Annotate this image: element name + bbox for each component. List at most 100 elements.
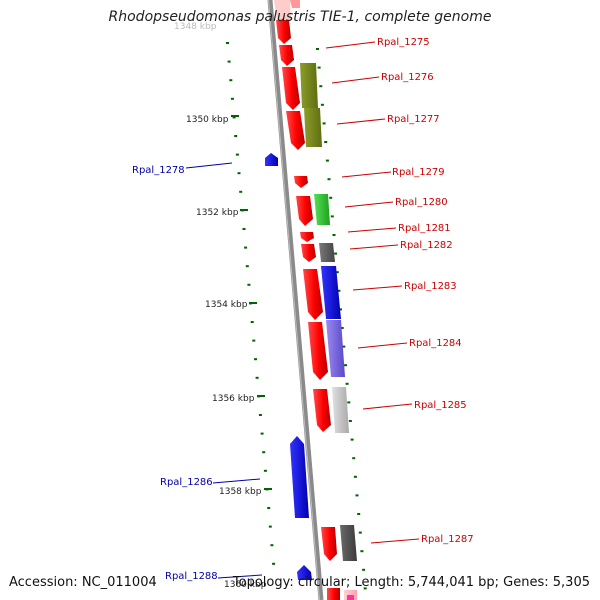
gene-rpal-1280[interactable] bbox=[296, 194, 330, 226]
gene-label-rpal-1278[interactable]: Rpal_1278 bbox=[132, 165, 185, 176]
gene-label-lines bbox=[185, 41, 420, 579]
gene-labels: Rpal_1275 Rpal_1276 Rpal_1277 Rpal_1278 … bbox=[132, 37, 474, 582]
gene-rpal-1275[interactable] bbox=[276, 20, 294, 66]
ruler-tick bbox=[324, 141, 328, 143]
ruler-tick bbox=[242, 228, 246, 230]
gene-label-rpal-1286[interactable]: Rpal_1286 bbox=[160, 477, 213, 488]
gene-arrow bbox=[279, 45, 294, 66]
ruler-tick bbox=[262, 451, 266, 454]
topology-text: Topology: circular; Length: 5,744,041 bp… bbox=[232, 575, 590, 590]
gene-arrow bbox=[308, 322, 328, 380]
genome-backbone-highlight bbox=[268, 0, 320, 600]
gene-arrow-secondary bbox=[300, 63, 318, 108]
ruler-labels: 1348 kbp 1350 kbp 1352 kbp 1354 kbp 1356… bbox=[174, 22, 267, 590]
gene-rpal-1281[interactable] bbox=[300, 232, 314, 242]
ruler-tick bbox=[245, 265, 249, 268]
gene-arrow bbox=[290, 436, 309, 518]
gene-arrow-secondary bbox=[314, 194, 330, 225]
gene-rpal-1277[interactable] bbox=[286, 108, 322, 150]
gene-arrow bbox=[282, 67, 300, 110]
gene-rpal-1287[interactable] bbox=[321, 525, 357, 561]
ruler-tick bbox=[227, 60, 231, 63]
ruler-tick bbox=[239, 190, 243, 193]
ruler-tick bbox=[358, 531, 362, 534]
ruler-tick bbox=[335, 271, 339, 274]
gene-rpal-1286[interactable] bbox=[290, 436, 309, 518]
ruler-tick bbox=[353, 475, 357, 478]
ruler-tick bbox=[252, 339, 256, 342]
gene-label-rpal-1277[interactable]: Rpal_1277 bbox=[387, 114, 440, 125]
gene-arrow bbox=[303, 269, 323, 320]
ruler-tick bbox=[325, 159, 329, 162]
ruler-label-1348: 1348 kbp bbox=[174, 22, 217, 32]
gene-arrow-secondary bbox=[304, 108, 322, 147]
ruler-tick bbox=[258, 414, 262, 416]
gene-label-rpal-1288[interactable]: Rpal_1288 bbox=[165, 571, 218, 582]
ruler-tick bbox=[347, 401, 351, 404]
gene-arrow bbox=[296, 196, 313, 226]
ruler-tick bbox=[363, 587, 367, 590]
gene-label-rpal-1280[interactable]: Rpal_1280 bbox=[395, 197, 448, 208]
gene-rpal-1282[interactable] bbox=[301, 243, 335, 262]
map-title: Rhodopseudomonas palustris TIE-1, comple… bbox=[108, 9, 492, 25]
ruler-label-1350: 1350 kbp bbox=[186, 115, 229, 125]
gene-arrow-secondary bbox=[321, 266, 341, 319]
gene-rpal-1285[interactable] bbox=[313, 387, 349, 433]
ruler-tick bbox=[319, 85, 323, 88]
ruler-tick bbox=[357, 513, 361, 515]
gene-label-rpal-1276[interactable]: Rpal_1276 bbox=[381, 72, 434, 83]
ruler-tick bbox=[345, 382, 349, 385]
ruler-tick bbox=[254, 358, 257, 361]
ruler-tick bbox=[344, 364, 347, 367]
gene-rpal-1276[interactable] bbox=[282, 63, 318, 110]
ruler-tick bbox=[327, 178, 331, 181]
ruler-tick bbox=[237, 172, 241, 175]
gene-arrow bbox=[276, 20, 291, 44]
gene-label-rpal-1279[interactable]: Rpal_1279 bbox=[392, 167, 445, 178]
gene-label-rpal-1281[interactable]: Rpal_1281 bbox=[398, 223, 451, 234]
ruler-tick bbox=[317, 66, 321, 69]
ruler-tick bbox=[229, 79, 233, 82]
accession-text: Accession: NC_011004 bbox=[9, 575, 157, 590]
ruler-major-ticks bbox=[231, 115, 272, 490]
ruler-ticks-right bbox=[316, 48, 367, 590]
ruler-tick bbox=[320, 103, 324, 106]
ruler-tick bbox=[342, 345, 346, 348]
gene-label-rpal-1282[interactable]: Rpal_1282 bbox=[400, 240, 453, 251]
ruler-tick bbox=[247, 283, 251, 286]
ruler-tick bbox=[316, 48, 319, 50]
gene-rpal-1283[interactable] bbox=[303, 266, 341, 320]
ruler-tick bbox=[322, 122, 326, 125]
gene-rpal-1288[interactable] bbox=[297, 565, 312, 580]
ruler-label-1352: 1352 kbp bbox=[196, 208, 239, 218]
ruler-tick bbox=[260, 432, 264, 435]
gene-arrow bbox=[313, 389, 331, 432]
ruler-tick bbox=[339, 308, 342, 311]
gene-label-rpal-1275[interactable]: Rpal_1275 bbox=[377, 37, 430, 48]
gene-label-rpal-1284[interactable]: Rpal_1284 bbox=[409, 338, 462, 349]
gene-arrow bbox=[300, 232, 314, 242]
ruler-tick bbox=[329, 196, 333, 199]
gene-rpal-1279[interactable] bbox=[294, 176, 308, 188]
ruler-tick bbox=[332, 234, 336, 236]
gene-arrow-secondary bbox=[332, 387, 349, 433]
ruler-tick bbox=[340, 327, 344, 329]
gene-arrow-partial-bottom-3 bbox=[347, 595, 354, 600]
ruler-tick bbox=[270, 544, 274, 547]
ruler-tick bbox=[230, 97, 234, 100]
gene-label-rpal-1285[interactable]: Rpal_1285 bbox=[414, 400, 467, 411]
gene-rpal-1278[interactable] bbox=[265, 153, 278, 166]
gene-label-rpal-1283[interactable]: Rpal_1283 bbox=[404, 281, 457, 292]
gene-rpal-1284[interactable] bbox=[308, 320, 345, 380]
gene-arrow bbox=[265, 153, 278, 166]
gene-label-rpal-1287[interactable]: Rpal_1287 bbox=[421, 534, 474, 545]
ruler-tick bbox=[360, 550, 364, 553]
ruler-tick bbox=[255, 376, 259, 379]
ruler-label-1356: 1356 kbp bbox=[212, 394, 255, 404]
gene-arrow-secondary bbox=[319, 243, 335, 262]
ruler-tick bbox=[235, 153, 239, 156]
gene-arrow bbox=[301, 244, 316, 262]
ruler-tick bbox=[362, 568, 366, 571]
